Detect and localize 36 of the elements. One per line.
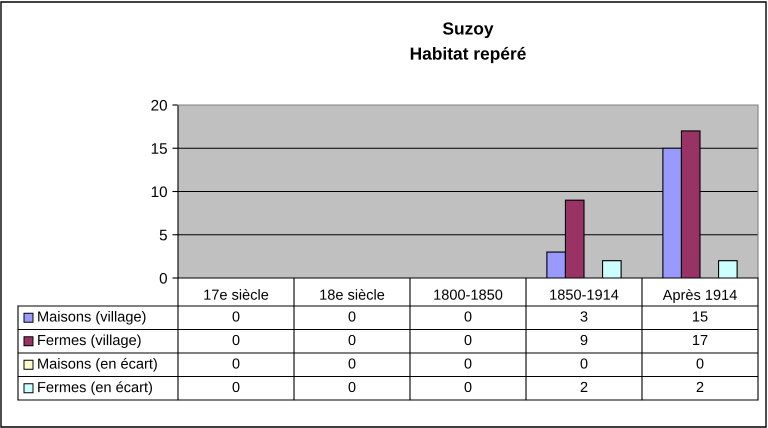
data-label: 0	[232, 334, 240, 346]
data-label: 15	[693, 311, 708, 322]
y-tick-label: 5	[160, 230, 167, 240]
legend-label: Maisons (village)	[38, 310, 146, 325]
data-label: 0	[348, 334, 356, 346]
chart-subtitle: Habitat repéré	[410, 46, 526, 64]
y-tick-label: 10	[152, 186, 167, 198]
data-label: 0	[464, 334, 472, 346]
legend-label: Fermes (village)	[38, 334, 141, 348]
y-tick-label: 15	[152, 143, 167, 154]
data-label: 0	[232, 382, 240, 392]
data-label: 0	[348, 311, 356, 322]
legend-label: Fermes (en écart)	[38, 381, 152, 396]
data-label: 0	[348, 358, 356, 369]
data-label: 3	[580, 311, 588, 322]
y-tick-label: 20	[151, 100, 167, 111]
data-label: 2	[580, 382, 588, 392]
data-label: 0	[464, 358, 472, 369]
legend-label: Maisons (en écart)	[38, 358, 157, 372]
x-tick-label: Après 1914	[662, 289, 737, 303]
x-tick-label: 1850-1914	[550, 289, 618, 300]
x-tick-label: 1800-1850	[434, 289, 502, 300]
data-label: 0	[464, 382, 472, 392]
data-label: 0	[232, 358, 240, 369]
chart-title: Suzoy	[442, 22, 494, 38]
x-tick-label: 18e siècle	[320, 288, 384, 300]
data-label: 2	[696, 382, 704, 392]
data-label: 0	[696, 358, 704, 369]
data-label: 9	[580, 334, 588, 346]
data-label: 0	[464, 311, 472, 322]
data-label: 0	[580, 358, 588, 369]
data-label: 0	[232, 311, 240, 322]
data-label: 0	[348, 382, 356, 392]
y-tick-label: 0	[160, 272, 167, 284]
x-tick-label: 17e siècle	[204, 288, 268, 300]
data-label: 17	[693, 334, 708, 346]
